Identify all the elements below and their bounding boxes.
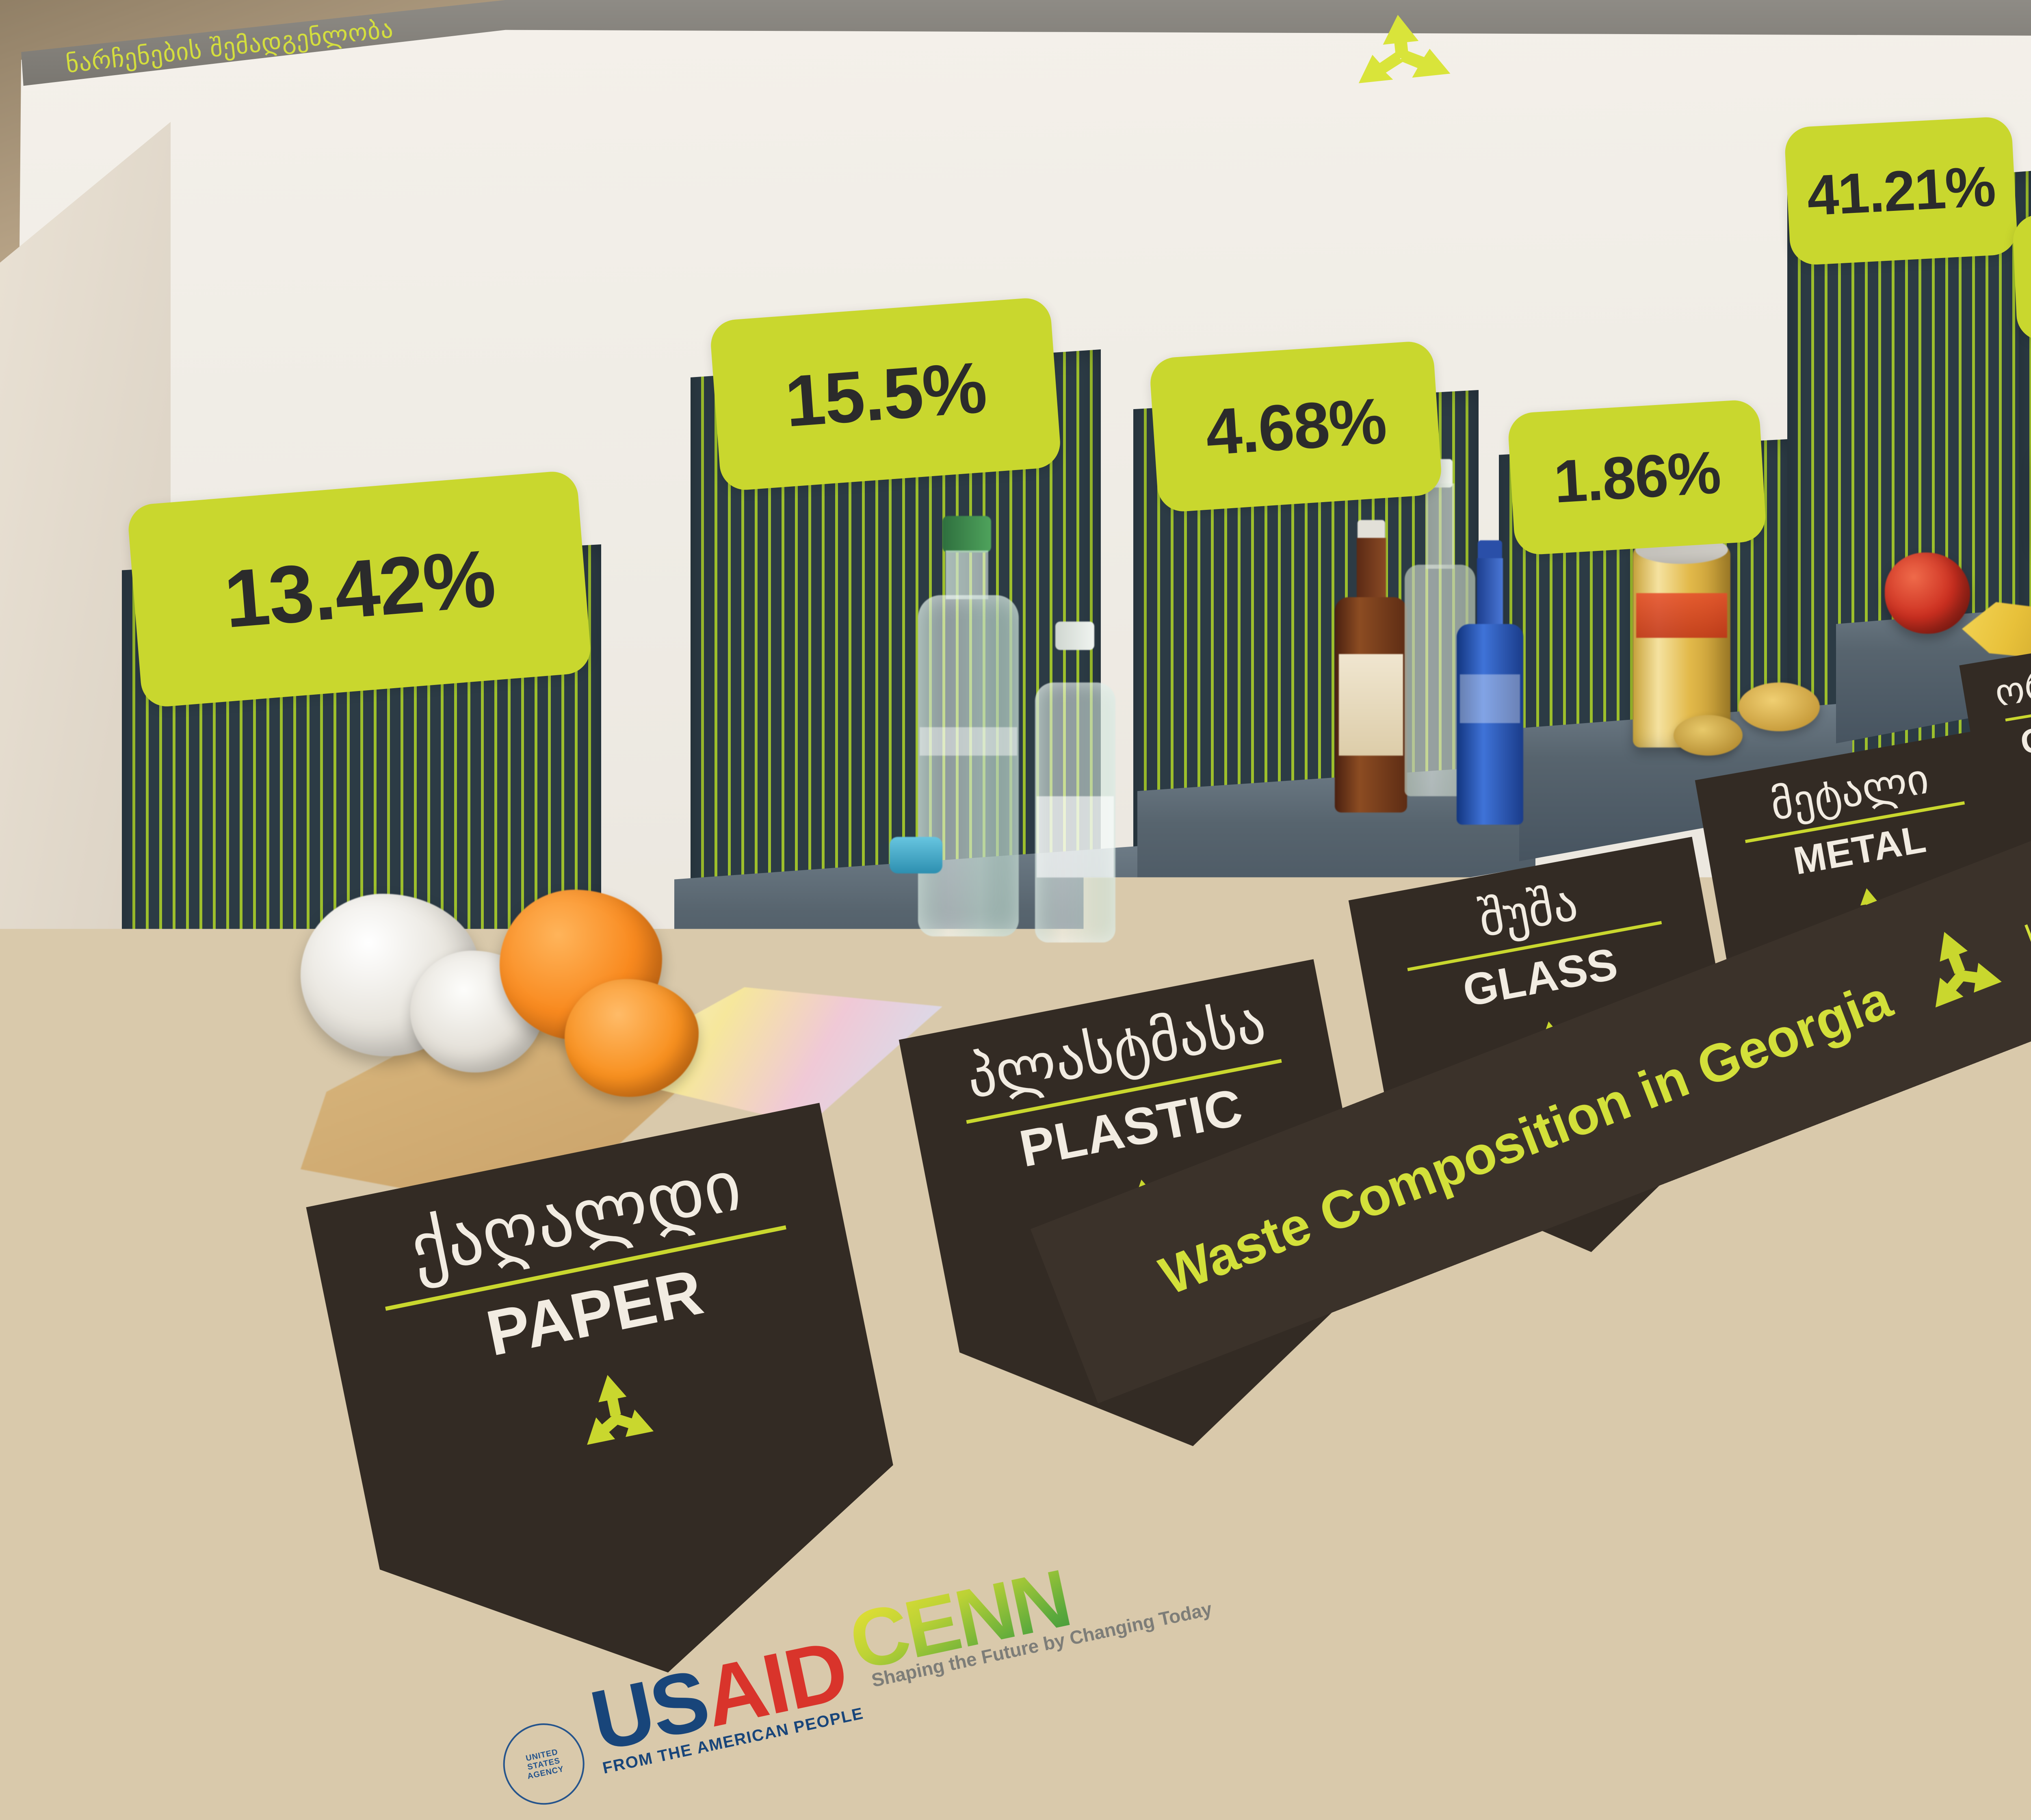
exhibit-photo-stage: ნარჩენების შემადგენლობა: [0, 0, 2031, 1820]
value-label-paper: 13.42%: [221, 532, 498, 647]
waste-composition-display: ნარჩენების შემადგენლობა: [0, 0, 2031, 1820]
object-metal-lid-1: [1739, 682, 1820, 731]
object-bottle-cap-blue: [890, 837, 942, 873]
object-plastic-bottle-small: [1032, 622, 1119, 947]
value-badge-glass: 4.68%: [1149, 340, 1443, 513]
object-apple: [1885, 552, 1970, 634]
recycle-icon: [1898, 908, 2019, 1031]
value-label-glass: 4.68%: [1204, 384, 1388, 470]
value-badge-organic: 41.21%: [1784, 116, 2018, 266]
category-label-ka-metal: მეტალი: [1767, 757, 1932, 827]
value-badge-plastic: 15.5%: [709, 297, 1062, 492]
category-label-ka-glass: შუშა: [1475, 879, 1581, 944]
usaid-seal-text: UNITED STATES AGENCY: [503, 1743, 585, 1785]
object-metal-lid-2: [1674, 715, 1743, 756]
object-glass-bottle-blue: [1454, 540, 1525, 825]
value-badge-metal: 1.86%: [1507, 399, 1767, 556]
category-label-en-paper: PAPER: [481, 1259, 708, 1366]
object-plastic-bottle-large: [914, 516, 1024, 942]
value-label-plastic: 15.5%: [782, 345, 989, 443]
value-badge-paper: 13.42%: [127, 470, 593, 708]
value-label-organic: 41.21%: [1806, 153, 1997, 229]
object-can-label: [1636, 593, 1727, 638]
value-label-metal: 1.86%: [1552, 438, 1722, 517]
recycle-icon: [562, 1359, 668, 1466]
object-glass-bottle-brown: [1332, 520, 1410, 812]
category-label-en-glass: GLASS: [1460, 941, 1622, 1014]
